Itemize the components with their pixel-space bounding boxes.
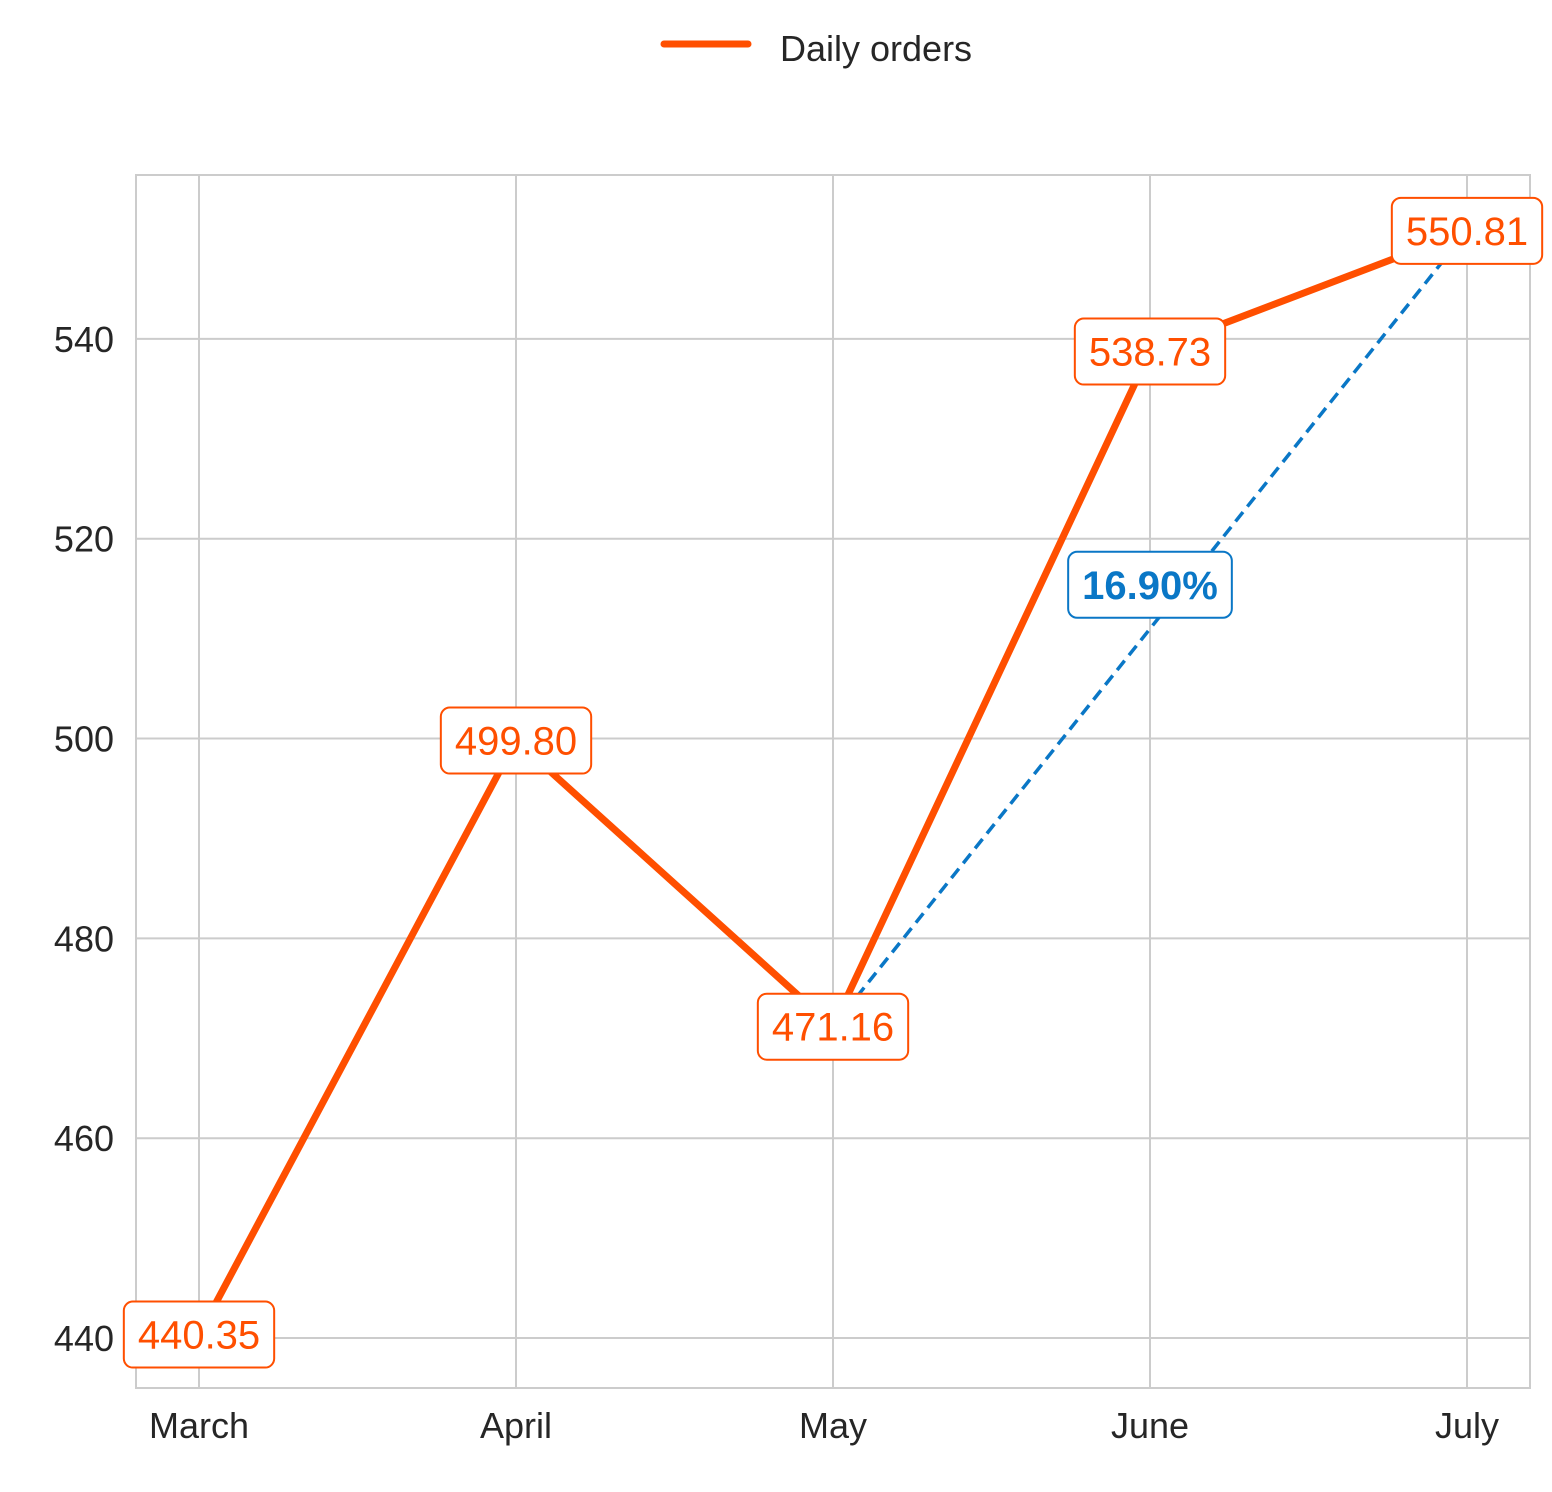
x-tick-label: May (799, 1405, 867, 1446)
data-labels: 440.35 499.80 471.16 538.73 550.81 16.90% (122, 196, 1544, 1369)
data-label-text: 550.81 (1406, 210, 1528, 254)
data-label: 471.16 (756, 992, 910, 1061)
data-label: 538.73 (1073, 317, 1227, 386)
change-line (831, 229, 1469, 1028)
change-label: 16.90% (1067, 550, 1233, 619)
grid (136, 175, 1530, 1388)
change-label-text: 16.90% (1082, 564, 1218, 608)
data-label: 550.81 (1390, 196, 1544, 265)
x-axis-ticks: March April May June July (149, 1405, 1499, 1446)
x-tick-label: March (149, 1405, 249, 1446)
data-label: 440.35 (122, 1300, 276, 1369)
change-label-box (1067, 550, 1233, 619)
data-label-text: 538.73 (1089, 331, 1211, 375)
data-label-text: 471.16 (772, 1006, 894, 1050)
data-label-box (1390, 196, 1544, 265)
x-tick-label: July (1435, 1405, 1499, 1446)
y-tick-label: 440 (54, 1318, 114, 1359)
data-label-box (1073, 317, 1227, 386)
y-tick-label: 540 (54, 319, 114, 360)
y-tick-label: 520 (54, 519, 114, 560)
y-axis-ticks: 440 460 480 500 520 540 (54, 319, 114, 1359)
data-label-box (439, 706, 593, 775)
data-label-box (122, 1300, 276, 1369)
legend-label-daily-orders: Daily orders (780, 28, 972, 69)
data-label-text: 499.80 (455, 720, 577, 764)
change-annotation (831, 229, 1469, 1028)
y-tick-label: 500 (54, 719, 114, 760)
data-label: 499.80 (439, 706, 593, 775)
data-label-box (756, 992, 910, 1061)
data-label-text: 440.35 (138, 1314, 260, 1358)
plot-frame (135, 174, 1531, 1389)
y-tick-label: 460 (54, 1118, 114, 1159)
x-tick-label: April (480, 1405, 552, 1446)
y-tick-label: 480 (54, 918, 114, 959)
x-tick-label: June (1111, 1405, 1189, 1446)
legend: Daily orders (660, 28, 972, 69)
